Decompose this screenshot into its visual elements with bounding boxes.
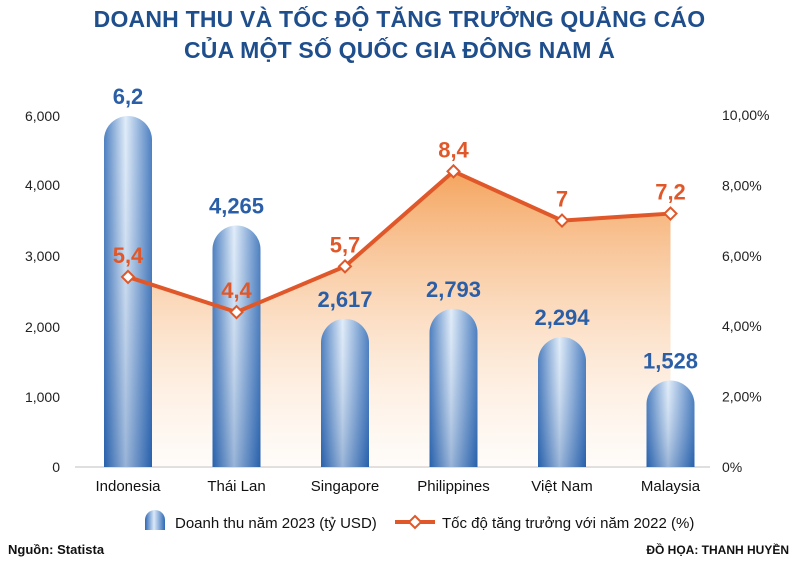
growth-value-label: 8,4 bbox=[438, 137, 469, 162]
revenue-value-label: 2,793 bbox=[426, 277, 481, 302]
revenue-value-label: 6,2 bbox=[113, 84, 144, 109]
revenue-bar-shade bbox=[538, 337, 586, 467]
category-label: Philippines bbox=[417, 478, 490, 495]
growth-value-label: 7,2 bbox=[655, 180, 686, 205]
growth-marker bbox=[663, 206, 678, 221]
source-note: Nguồn: Statista bbox=[8, 542, 105, 557]
right-axis-tick-label: 8,00% bbox=[722, 177, 762, 193]
right-axis-tick-label: 4,00% bbox=[722, 318, 762, 334]
revenue-value-label: 2,617 bbox=[317, 287, 372, 312]
growth-line bbox=[127, 169, 671, 315]
growth-value-label: 5,7 bbox=[330, 232, 361, 257]
legend-line-label: Tốc độ tăng trưởng với năm 2022 (%) bbox=[442, 515, 694, 532]
right-axis-tick-label: 6,00% bbox=[722, 248, 762, 264]
revenue-bar-shade bbox=[646, 380, 695, 467]
category-label: Việt Nam bbox=[531, 478, 592, 495]
revenue-value-label: 4,265 bbox=[209, 194, 264, 219]
growth-value-label: 4,4 bbox=[221, 278, 252, 303]
left-axis-tick-label: 3,000 bbox=[25, 248, 60, 264]
category-label: Singapore bbox=[311, 478, 379, 495]
left-axis-tick-label: 1,000 bbox=[25, 389, 60, 405]
growth-marker bbox=[446, 163, 461, 179]
growth-value-label: 7 bbox=[556, 187, 568, 212]
category-label: Malaysia bbox=[641, 478, 701, 495]
right-axis-tick-label: 10,00% bbox=[722, 107, 769, 123]
left-axis-tick-label: 6,000 bbox=[25, 108, 60, 124]
legend-bar-swatch bbox=[145, 510, 165, 530]
revenue-bar-shade bbox=[321, 318, 369, 467]
chart-title-line1: DOANH THU VÀ TỐC ĐỘ TĂNG TRƯỞNG QUẢNG CÁ… bbox=[93, 6, 706, 32]
category-label: Indonesia bbox=[95, 478, 161, 495]
category-label: Thái Lan bbox=[207, 478, 265, 495]
right-axis-tick-label: 2,00% bbox=[722, 389, 762, 405]
revenue-bar-shade bbox=[104, 116, 152, 467]
revenue-value-label: 2,294 bbox=[534, 305, 590, 330]
left-axis-tick-label: 2,000 bbox=[25, 319, 60, 335]
growth-area-fill bbox=[128, 171, 671, 467]
legend-bar-label: Doanh thu năm 2023 (tỷ USD) bbox=[175, 515, 377, 532]
graphic-credit: ĐỒ HỌA: THANH HUYỀN bbox=[646, 543, 789, 557]
legend-line-marker bbox=[407, 514, 423, 530]
left-axis-tick-label: 0 bbox=[52, 459, 60, 475]
growth-marker bbox=[229, 304, 244, 320]
chart-title-line2: CỦA MỘT SỐ QUỐC GIA ĐÔNG NAM Á bbox=[183, 37, 616, 63]
revenue-value-label: 1,528 bbox=[643, 348, 698, 373]
left-axis-tick-label: 4,000 bbox=[25, 177, 60, 193]
growth-marker bbox=[120, 269, 136, 285]
right-axis-tick-label: 0% bbox=[722, 459, 742, 475]
revenue-bar-shade bbox=[429, 308, 478, 467]
growth-marker bbox=[337, 258, 353, 274]
revenue-bar-shade bbox=[212, 225, 261, 467]
growth-marker bbox=[554, 213, 570, 229]
growth-value-label: 5,4 bbox=[113, 243, 144, 268]
